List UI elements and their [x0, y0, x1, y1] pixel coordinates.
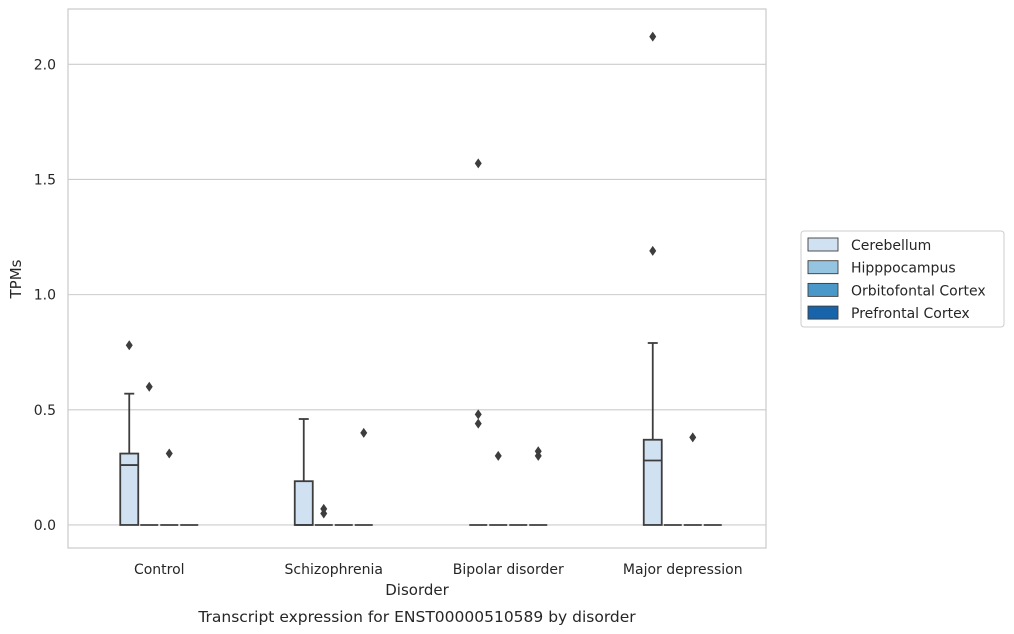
- box-hipppocampus: [489, 450, 508, 526]
- legend-label: Cerebellum: [851, 238, 931, 254]
- box-body: [642, 438, 663, 526]
- legend-label: Prefrontal Cortex: [851, 306, 970, 322]
- y-axis-label: TPMs: [7, 259, 25, 299]
- boxes: [119, 31, 722, 526]
- outlier-point: [145, 381, 153, 392]
- legend-label: Orbitofontal Cortex: [851, 283, 986, 299]
- x-tick-label: Bipolar disorder: [453, 562, 564, 578]
- outlier-point: [165, 448, 173, 459]
- y-tick-label: 0.5: [34, 403, 56, 419]
- legend: Cerebellum Hipppocampus Orbitofontal Corte…: [800, 230, 1005, 328]
- box-cerebellum: [293, 418, 314, 526]
- y-tick-labels: 0.0 0.5 1.0 1.5 2.0: [34, 57, 56, 534]
- x-tick-label: Major depression: [623, 562, 743, 578]
- outlier-point: [320, 503, 328, 514]
- y-tick-label: 1.0: [34, 288, 56, 304]
- box-prefrontal-cortex: [354, 427, 373, 526]
- box-cerebellum: [642, 31, 663, 526]
- box-cerebellum: [119, 340, 140, 526]
- x-axis-label: Disorder: [385, 581, 449, 599]
- y-tick-label: 2.0: [34, 57, 56, 73]
- outlier-point: [689, 432, 697, 443]
- y-tick-label: 0.0: [34, 518, 56, 534]
- outlier-point: [360, 427, 368, 438]
- x-tick-label: Control: [134, 562, 185, 578]
- outlier-point: [649, 31, 657, 42]
- outlier-point: [534, 446, 542, 457]
- x-tick-labels: Control Schizophrenia Bipolar disorder Majo…: [134, 562, 743, 578]
- outlier-point: [649, 245, 657, 256]
- outlier-point: [125, 340, 133, 351]
- legend-swatch: [807, 282, 839, 297]
- legend-swatch: [807, 237, 839, 252]
- outlier-point: [474, 409, 482, 420]
- legend-frame: [800, 230, 1005, 328]
- outlier-point: [474, 158, 482, 169]
- box-cerebellum: [469, 158, 488, 526]
- box-body: [119, 452, 140, 526]
- outlier-point: [474, 418, 482, 429]
- legend-label: Hipppocampus: [851, 261, 956, 277]
- box-orbitofontal-cortex: [160, 448, 179, 526]
- box-orbitofontal-cortex: [683, 432, 702, 526]
- legend-swatch: [807, 260, 839, 275]
- y-tick-label: 1.5: [34, 172, 56, 188]
- box-hipppocampus: [314, 503, 333, 526]
- box-body: [293, 480, 314, 526]
- legend-swatch: [807, 305, 839, 320]
- box-prefrontal-cortex: [529, 446, 548, 526]
- chart-caption: Transcript expression for ENST0000051058…: [197, 608, 636, 626]
- box-hipppocampus: [140, 381, 159, 526]
- plot-frame: [67, 8, 767, 549]
- outlier-point: [494, 450, 502, 461]
- x-tick-label: Schizophrenia: [285, 562, 383, 578]
